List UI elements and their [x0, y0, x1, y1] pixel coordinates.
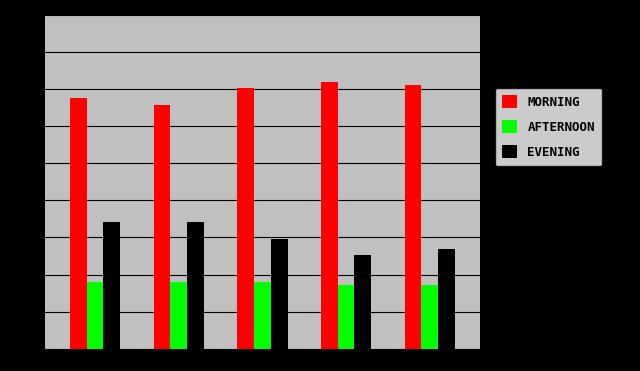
- Bar: [187, 222, 204, 349]
- Bar: [321, 82, 338, 349]
- Bar: [271, 239, 287, 349]
- Bar: [237, 88, 254, 349]
- Bar: [104, 222, 120, 349]
- Bar: [254, 282, 271, 349]
- Bar: [438, 249, 455, 349]
- Bar: [70, 98, 86, 349]
- Bar: [86, 282, 104, 349]
- Bar: [154, 105, 170, 349]
- Bar: [404, 85, 421, 349]
- Bar: [421, 285, 438, 349]
- Bar: [355, 255, 371, 349]
- Bar: [338, 285, 355, 349]
- Bar: [170, 282, 187, 349]
- Legend: MORNING, AFTERNOON, EVENING: MORNING, AFTERNOON, EVENING: [495, 88, 602, 166]
